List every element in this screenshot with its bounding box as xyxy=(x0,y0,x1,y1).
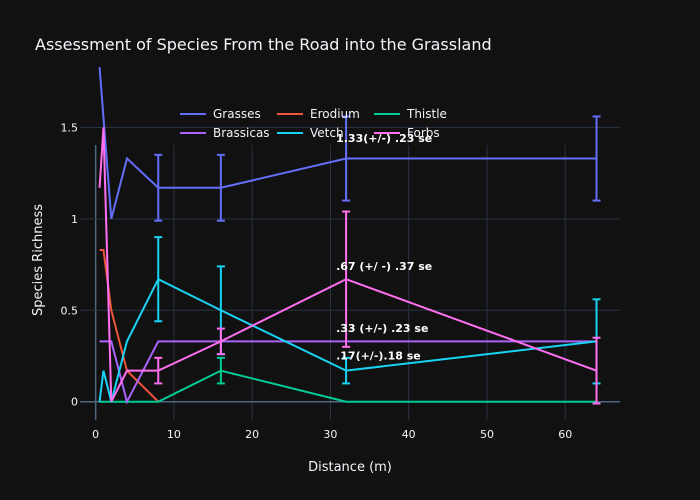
y-tick-label: 0.5 xyxy=(61,304,79,317)
legend-item-erodium[interactable]: Erodium xyxy=(277,107,360,121)
legend-item-forbs[interactable]: Forbs xyxy=(374,126,440,140)
error-bar xyxy=(592,336,601,405)
annotation: .17(+/-).18 se xyxy=(336,350,421,363)
y-tick-label: 1 xyxy=(71,213,78,226)
x-tick-label: 60 xyxy=(558,428,572,441)
y-tick-label: 0 xyxy=(71,396,78,409)
series-thistle[interactable] xyxy=(99,356,597,403)
error-bar xyxy=(216,327,225,356)
legend-label: Brassicas xyxy=(213,126,270,140)
tick-layer: 0 10 20 30 40 50 60 0 0.5 1 1.5 xyxy=(61,121,573,441)
series-layer xyxy=(98,67,601,405)
annotation: .33 (+/-) .23 se xyxy=(336,322,428,335)
error-bar xyxy=(342,210,351,348)
error-bar xyxy=(342,356,351,385)
error-bar xyxy=(154,153,163,222)
x-tick-label: 50 xyxy=(480,428,494,441)
annotation: .67 (+/ -) .37 se xyxy=(336,260,432,273)
y-axis-title: Species Richness xyxy=(31,204,46,316)
x-tick-label: 30 xyxy=(323,428,337,441)
error-bar xyxy=(154,356,163,385)
legend-label: Thistle xyxy=(406,107,447,121)
series-line xyxy=(98,277,597,402)
legend-item-grasses[interactable]: Grasses xyxy=(180,107,261,121)
series-line xyxy=(99,369,597,403)
legend-label: Vetch xyxy=(310,126,344,140)
x-tick-label: 20 xyxy=(245,428,259,441)
series-forbs[interactable] xyxy=(98,127,601,405)
legend-item-thistle[interactable]: Thistle xyxy=(374,107,447,121)
series-line xyxy=(98,127,597,403)
annotation: 1.33(+/-) .23 se xyxy=(336,132,432,145)
x-tick-label: 40 xyxy=(402,428,416,441)
grid-layer xyxy=(80,126,620,420)
chart-title: Assessment of Species From the Road into… xyxy=(35,35,492,54)
y-tick-label: 1.5 xyxy=(61,121,79,134)
annotation-layer: 1.33(+/-) .23 se .67 (+/ -) .37 se .33 (+/… xyxy=(336,132,432,363)
legend-item-brassicas[interactable]: Brassicas xyxy=(180,126,270,140)
legend-label: Grasses xyxy=(213,107,261,121)
error-bar xyxy=(216,356,225,385)
legend-label: Forbs xyxy=(407,126,440,140)
legend[interactable]: Grasses Erodium Thistle Brassicas Vetch Forbs xyxy=(180,107,447,140)
error-bar xyxy=(216,153,225,222)
error-bar xyxy=(154,236,163,323)
x-axis-title: Distance (m) xyxy=(308,460,392,475)
error-bar xyxy=(342,115,351,202)
series-grasses[interactable] xyxy=(98,67,601,222)
legend-item-vetch[interactable]: Vetch xyxy=(277,126,344,140)
legend-label: Erodium xyxy=(310,107,360,121)
x-tick-label: 10 xyxy=(167,428,181,441)
x-tick-label: 0 xyxy=(92,428,99,441)
error-bar xyxy=(592,115,601,202)
